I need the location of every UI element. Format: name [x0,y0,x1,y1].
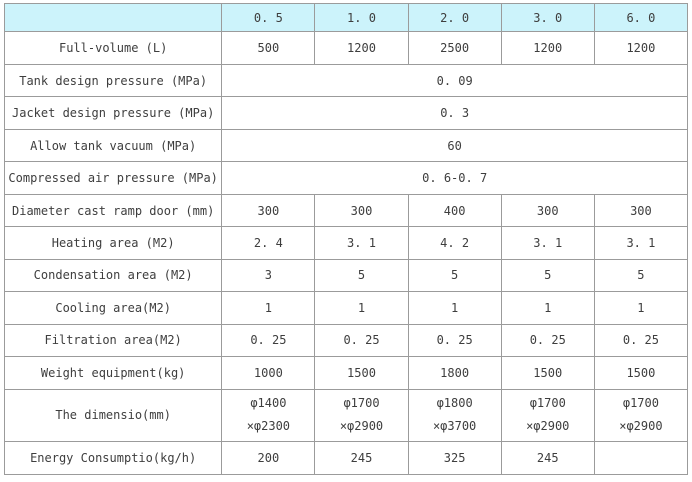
value-cell: 5 [500,258,595,293]
value-cell: 400 [407,193,502,228]
header-cell-model-4: 6. 0 [593,2,689,33]
table-row: Jacket design pressure (MPa) 0. 3 [3,96,688,130]
row-label-cell: Energy Consumptio(kg/h) [3,441,223,475]
dimension-line-2: ×φ2900 [526,419,570,434]
value-cell: 245 [500,441,595,475]
table-row: Condensation area (M2) 3 5 5 5 5 [3,258,689,293]
value-cell: 3 [221,258,316,293]
dimension-line-2: ×φ2900 [619,419,663,434]
table-row: Weight equipment(kg) 1000 1500 1800 1500 1500 [3,356,689,390]
value-cell: 1200 [593,31,689,65]
value-cell: 1200 [314,31,409,65]
value-cell: 200 [221,441,316,475]
dimension-line-2: ×φ2300 [246,419,291,434]
value-cell: 1 [407,291,502,325]
header-cell-model-2: 2. 0 [407,2,502,33]
value-cell: 5 [593,258,689,293]
value-cell: 1 [314,291,409,325]
table-row: Energy Consumptio(kg/h) 200 245 325 245 [3,441,689,475]
table-row: Filtration area(M2) 0. 25 0. 25 0. 25 0. 25 0… [3,323,689,358]
row-label-cell: Allow tank vacuum (MPa) [3,128,223,163]
row-label-cell: Jacket design pressure (MPa) [3,96,223,130]
value-cell: 300 [500,193,595,228]
table-row: Full-volume (L) 500 1200 2500 1200 1200 [3,31,689,65]
value-cell: 3. 1 [500,226,595,260]
spec-table: 0. 5 1. 0 2. 0 3. 0 6. 0 Full-volume (L)… [3,2,689,475]
row-label-cell: Full-volume (L) [3,31,223,65]
dimension-cell: φ1400 ×φ2300 [221,388,316,443]
value-cell: 1500 [593,356,689,390]
dimension-line-2: ×φ2900 [339,419,384,434]
table-row: The dimensio(mm) φ1400 ×φ2300 φ1700 ×φ2900 φ1… [3,388,689,443]
value-cell: 1500 [314,356,409,390]
table-row: Tank design pressure (MPa) 0. 09 [3,63,688,98]
value-cell: 3. 1 [314,226,409,260]
table-row: Cooling area(M2) 1 1 1 1 1 [3,291,689,325]
value-cell: 2500 [407,31,502,65]
row-label-cell: Filtration area(M2) [3,323,223,358]
dimension-line-2: ×φ3700 [432,419,477,434]
value-cell: 4. 2 [407,226,502,260]
table-header-row: 0. 5 1. 0 2. 0 3. 0 6. 0 [3,2,689,33]
header-cell-model-1: 1. 0 [314,2,409,33]
header-corner-cell [3,2,223,33]
merged-value-cell: 0. 6-0. 7 [221,161,688,195]
dimension-cell: φ1800 ×φ3700 [407,388,502,443]
value-cell: 245 [314,441,409,475]
dimension-line-1: φ1700 [622,396,659,411]
table-row: Diameter cast ramp door (mm) 300 300 400 300… [3,193,689,228]
row-label-cell: Compressed air pressure (MPa) [3,161,223,195]
merged-value-cell: 0. 3 [221,96,688,130]
table-row: Heating area (M2) 2. 4 3. 1 4. 2 3. 1 3. 1 [3,226,689,260]
merged-value-cell: 0. 09 [221,63,688,98]
value-cell: 1 [221,291,316,325]
value-cell: 1200 [500,31,595,65]
value-cell: 325 [407,441,502,475]
value-cell: 0. 25 [593,323,689,358]
value-cell: 1 [500,291,595,325]
row-label-cell: Weight equipment(kg) [3,356,223,390]
value-cell: 2. 4 [221,226,316,260]
value-cell: 3. 1 [593,226,689,260]
value-cell: 300 [221,193,316,228]
row-label-cell: Tank design pressure (MPa) [3,63,223,98]
value-cell: 0. 25 [314,323,409,358]
row-label-cell: Cooling area(M2) [3,291,223,325]
value-cell: 500 [221,31,316,65]
value-cell [593,441,689,475]
merged-value-cell: 60 [221,128,688,163]
value-cell: 1800 [407,356,502,390]
dimension-line-1: φ1700 [343,396,380,411]
value-cell: 300 [593,193,689,228]
row-label-cell: Heating area (M2) [3,226,223,260]
dimension-line-1: φ1800 [436,396,473,411]
value-cell: 5 [407,258,502,293]
value-cell: 1000 [221,356,316,390]
value-cell: 300 [314,193,409,228]
row-label-cell: Diameter cast ramp door (mm) [3,193,223,228]
dimension-cell: φ1700 ×φ2900 [314,388,409,443]
dimension-cell: φ1700 ×φ2900 [593,388,689,443]
value-cell: 0. 25 [407,323,502,358]
value-cell: 0. 25 [221,323,316,358]
row-label-cell: The dimensio(mm) [3,388,223,443]
value-cell: 0. 25 [500,323,595,358]
row-label-cell: Condensation area (M2) [3,258,223,293]
header-cell-model-3: 3. 0 [500,2,595,33]
value-cell: 1500 [500,356,595,390]
dimension-line-1: φ1400 [250,396,287,411]
dimension-cell: φ1700 ×φ2900 [500,388,595,443]
header-cell-model-0: 0. 5 [221,2,316,33]
table-row: Compressed air pressure (MPa) 0. 6-0. 7 [3,161,688,195]
dimension-line-1: φ1700 [529,396,566,411]
table-row: Allow tank vacuum (MPa) 60 [3,128,688,163]
value-cell: 1 [593,291,689,325]
value-cell: 5 [314,258,409,293]
